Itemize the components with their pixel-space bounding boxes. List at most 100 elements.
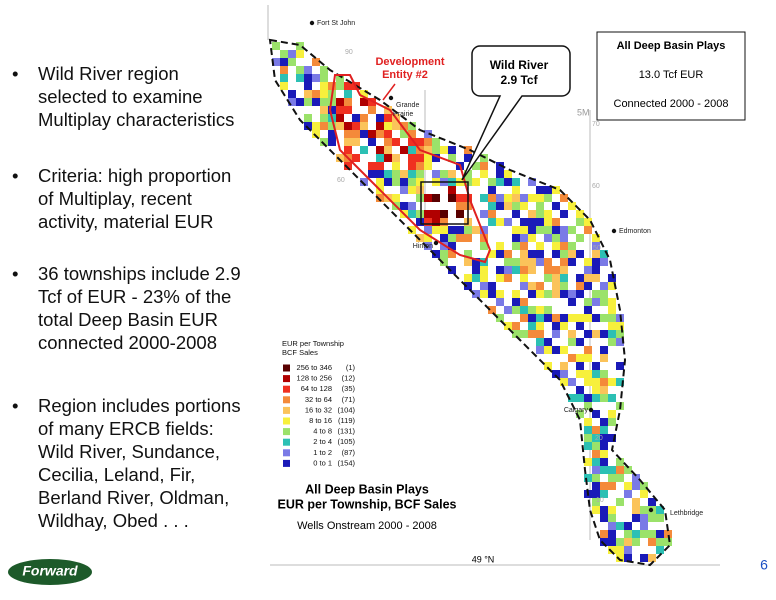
township-cell: [544, 274, 552, 282]
township-cell: [592, 410, 600, 418]
legend-count: (105): [337, 437, 355, 446]
township-cell: [656, 546, 664, 554]
legend-range: 4 to 8: [313, 427, 332, 436]
township-cell: [592, 314, 600, 322]
township-cell: [360, 90, 368, 98]
township-cell: [464, 146, 472, 154]
township-cell: [352, 130, 360, 138]
township-cell: [488, 210, 496, 218]
township-cell: [584, 458, 592, 466]
township-cell: [544, 314, 552, 322]
township-cell: [536, 314, 544, 322]
bullet-line: Multiplay characteristics: [38, 109, 234, 130]
legend-title: EUR per Township: [282, 339, 344, 348]
township-cell: [616, 330, 624, 338]
township-cell: [336, 122, 344, 130]
township-cell: [440, 210, 448, 218]
township-cell: [528, 330, 536, 338]
township-cell: [456, 210, 464, 218]
township-cell: [536, 194, 544, 202]
township-cell: [536, 226, 544, 234]
township-cell: [528, 218, 536, 226]
bullet-line: Tcf of EUR - 23% of the: [38, 286, 231, 307]
township-cell: [536, 250, 544, 258]
township-cell: [280, 82, 288, 90]
township-cell: [600, 250, 608, 258]
township-cell: [496, 194, 504, 202]
township-cell: [568, 354, 576, 362]
township-cell: [312, 58, 320, 66]
township-cell: [304, 82, 312, 90]
township-cell: [536, 306, 544, 314]
township-cell: [440, 146, 448, 154]
township-cell: [496, 298, 504, 306]
township-cell: [432, 154, 440, 162]
township-cell: [408, 178, 416, 186]
township-cell: [416, 210, 424, 218]
township-cell: [424, 234, 432, 242]
township-cell: [600, 450, 608, 458]
township-cell: [296, 74, 304, 82]
township-cell: [624, 482, 632, 490]
township-cell: [576, 354, 584, 362]
township-cell: [400, 202, 408, 210]
township-cell: [464, 274, 472, 282]
township-cell: [528, 210, 536, 218]
township-cell: [560, 266, 568, 274]
township-cell: [400, 170, 408, 178]
township-cell: [408, 138, 416, 146]
legend-count: (1): [346, 363, 356, 372]
meridian-label: 5M: [577, 107, 590, 117]
township-cell: [664, 538, 672, 546]
township-cell: [488, 218, 496, 226]
township-cell: [624, 466, 632, 474]
township-cell: [640, 514, 648, 522]
township-cell: [480, 282, 488, 290]
township-cell: [488, 282, 496, 290]
legend-swatch: [283, 449, 290, 457]
township-cell: [584, 330, 592, 338]
township-cell: [424, 210, 432, 218]
township-cell: [608, 330, 616, 338]
legend-count: (35): [342, 384, 356, 393]
township-cell: [592, 258, 600, 266]
township-cell: [600, 386, 608, 394]
township-cell: [608, 410, 616, 418]
township-cell: [512, 330, 520, 338]
township-cell: [456, 194, 464, 202]
legend-range: 64 to 128: [301, 384, 332, 393]
township-cell: [632, 538, 640, 546]
grid-label: 90: [345, 49, 353, 56]
township-cell: [432, 138, 440, 146]
township-cell: [608, 546, 616, 554]
township-cell: [480, 170, 488, 178]
township-cell: [384, 122, 392, 130]
township-cell: [536, 346, 544, 354]
township-cell: [520, 314, 528, 322]
township-cell: [568, 378, 576, 386]
township-cell: [456, 234, 464, 242]
township-cell: [304, 122, 312, 130]
township-cell: [424, 226, 432, 234]
township-cell: [368, 106, 376, 114]
township-cell: [568, 290, 576, 298]
township-cell: [552, 290, 560, 298]
township-cell: [520, 234, 528, 242]
township-cell: [584, 298, 592, 306]
township-cell: [608, 322, 616, 330]
township-cell: [448, 226, 456, 234]
township-cell: [520, 274, 528, 282]
township-cell: [536, 330, 544, 338]
township-cell: [408, 202, 416, 210]
township-cell: [568, 330, 576, 338]
bullet-line: 36 townships include 2.9: [38, 263, 241, 284]
legend-title: BCF Sales: [282, 348, 318, 357]
township-cell: [504, 250, 512, 258]
township-cell: [304, 66, 312, 74]
township-cell: [600, 442, 608, 450]
township-cell: [592, 298, 600, 306]
township-cell: [480, 210, 488, 218]
township-cell: [608, 418, 616, 426]
